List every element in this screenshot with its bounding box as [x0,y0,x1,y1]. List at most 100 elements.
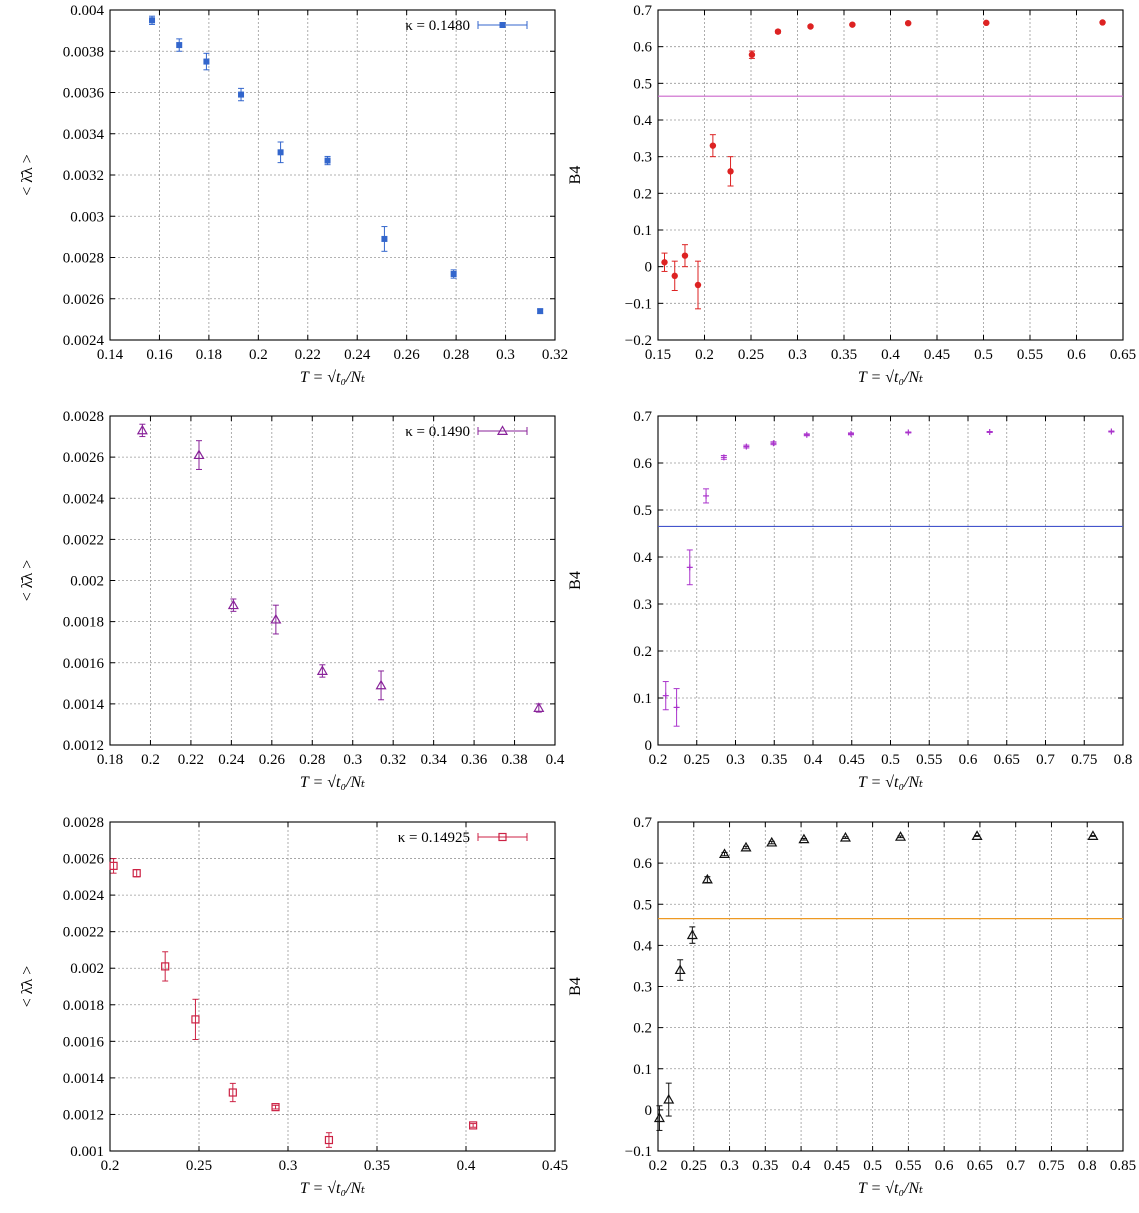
data-point [653,1112,665,1123]
x-tick-label: 0.7 [1036,752,1055,768]
x-tick-label: 0.45 [839,752,865,768]
data-point [803,431,810,438]
y-tick-label: 0.6 [633,456,652,472]
x-tick-label: 0.3 [788,347,807,363]
y-tick-label: 0.4 [633,938,652,954]
x-tick-label: 0.3 [496,347,515,363]
x-tick-label: 0.2 [649,1158,668,1174]
x-tick-label: 0.26 [394,347,421,363]
x-tick-label: 0.25 [186,1158,212,1174]
y-tick-label: 0.0018 [63,615,104,631]
x-tick-label: 0.15 [645,347,671,363]
x-tick-label: 0.32 [380,752,406,768]
legend-marker [498,832,507,842]
y-tick-label: 0.0028 [63,815,104,831]
x-tick-label: 0.22 [178,752,204,768]
x-tick-label: 0.4 [457,1158,476,1174]
y-tick-label: 0.0032 [63,168,104,184]
y-tick-label: −0.2 [625,333,652,349]
y-tick-label: 0.3 [633,980,652,996]
x-tick-label: 0.35 [831,347,857,363]
data-point [316,665,328,675]
y-tick-label: 0.0034 [63,127,105,143]
data-point [727,168,734,175]
y-tick-label: 0.5 [633,503,652,519]
y-tick-label: 0.0022 [63,925,104,941]
data-point [662,692,669,699]
plot-frame [657,415,1124,746]
data-point [533,702,545,712]
y-tick-label: 0.4 [633,113,652,129]
data-point [191,1015,200,1024]
data-point [661,259,668,266]
series-0 [662,428,1115,727]
x-tick-label: 0.2 [249,347,268,363]
y-tick-label: 0.2 [633,1021,652,1037]
x-tick-label: 0.75 [1038,1158,1064,1174]
y-tick-label: 0.4 [633,550,652,566]
data-point [720,454,727,461]
data-point [176,42,183,49]
panel-1: 0.15 0.2 0.25 0.3 0.35 0.4 0.45 0.5 0.55 0.6 0.65 −… [567,3,1136,386]
x-tick-label: 0.3 [343,752,362,768]
x-tick-label: 0.32 [542,347,568,363]
x-tick-label: 0.36 [461,752,488,768]
data-point [894,831,907,841]
data-point [277,149,284,156]
data-point [238,91,245,98]
data-point [807,23,814,30]
x-tick-label: 0.65 [1110,347,1136,363]
x-tick-label: 0.5 [974,347,993,363]
y-tick-label: 0.002 [70,961,104,977]
x-tick-label: 0.3 [726,752,745,768]
legend-label: κ = 0.14925 [398,830,470,846]
data-point [701,873,713,884]
series-0 [136,423,545,713]
data-point [1087,830,1099,840]
y-tick-label: 0.6 [633,856,652,872]
data-point [971,830,983,840]
x-tick-label: 0.24 [218,752,245,768]
data-point [324,1135,334,1145]
data-point [766,836,778,847]
data-point [849,21,856,28]
data-point [663,1093,675,1104]
y-tick-label: −0.1 [625,1144,652,1160]
x-tick-label: 0.2 [649,752,668,768]
data-point [228,1088,237,1097]
panel-2: 0.18 0.2 0.22 0.24 0.26 0.28 0.3 0.32 0.34 0.36 0.… [19,409,565,791]
plot-frame [657,821,1124,1152]
y-tick-label: 0.0016 [63,1034,105,1050]
x-tick-label: 0.4 [792,1158,811,1174]
data-point [798,833,810,844]
x-tick-label: 0.25 [684,752,710,768]
data-point [983,19,990,27]
y-tick-label: 0.0026 [63,292,105,308]
x-tick-label: 0.2 [695,347,714,363]
data-point [270,613,282,624]
x-tick-label: 0.5 [881,752,900,768]
y-axis-label: < λ̄λ > [19,560,36,602]
y-tick-label: 0.1 [633,223,652,239]
x-tick-label: 0.25 [738,347,764,363]
y-tick-label: 0.0014 [63,697,105,713]
x-tick-label: 0.55 [895,1158,921,1174]
x-tick-label: 0.8 [1114,752,1133,768]
data-point [673,704,680,711]
legend-marker [499,22,506,28]
data-point [694,281,702,289]
y-tick-label: 0.1 [633,691,652,707]
data-point [109,861,118,870]
x-tick-label: 0.3 [279,1158,298,1174]
x-tick-label: 0.55 [916,752,942,768]
x-tick-label: 0.3 [720,1158,739,1174]
data-point [986,428,993,435]
x-tick-label: 0.18 [196,347,222,363]
x-tick-label: 0.28 [443,347,469,363]
series-0 [653,830,1099,1131]
x-tick-label: 0.14 [97,347,124,363]
y-tick-label: 0.0018 [63,998,104,1014]
x-tick-label: 0.6 [935,1158,954,1174]
data-point [537,308,544,315]
y-tick-label: 0.0024 [63,491,105,507]
